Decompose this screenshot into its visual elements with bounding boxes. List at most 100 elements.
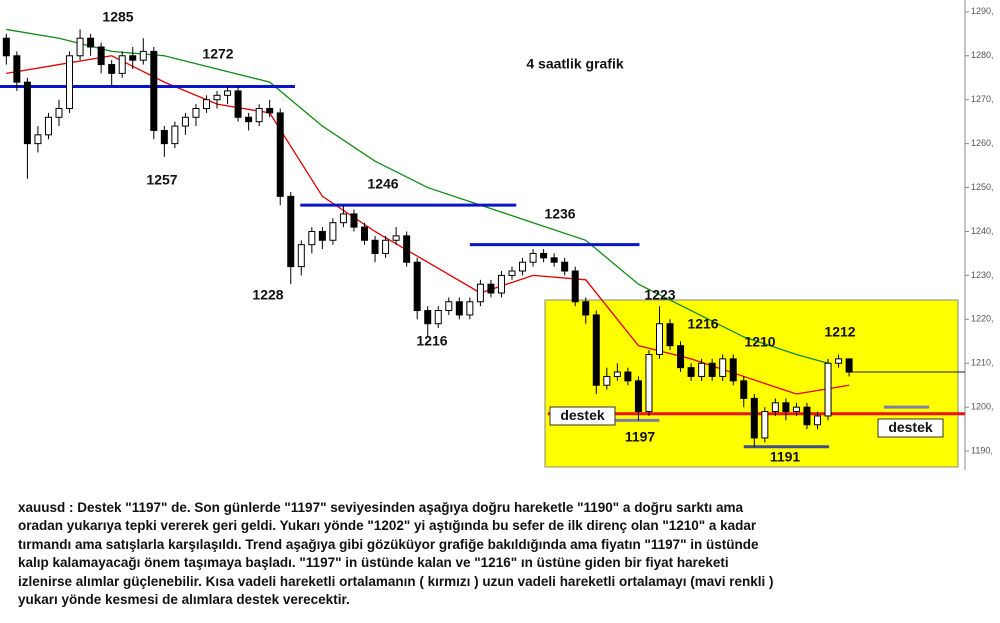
candle-body [529, 252, 537, 263]
paragraph-line: tırmandı ama satışlarla karşılaşıldı. Tr… [18, 536, 759, 552]
moving-average [6, 55, 850, 395]
candle-body [582, 301, 590, 316]
candle-body [361, 226, 369, 241]
candle-body [23, 81, 31, 145]
candle-body [761, 411, 769, 439]
paragraph-line: oradan yukarıya tepki vererek geri geldi… [18, 518, 757, 534]
candle-body [687, 367, 695, 377]
candle-body [276, 112, 284, 197]
annotation: 1285 [102, 9, 133, 25]
annotation: 1197 [625, 429, 656, 445]
candle-body [803, 406, 811, 426]
candle-body [519, 261, 527, 272]
candle-body [266, 107, 274, 114]
candle-body [76, 37, 84, 57]
candle-body [771, 402, 779, 413]
candle-body [2, 37, 10, 57]
candle-body [634, 380, 642, 413]
candle-body [118, 55, 126, 74]
candle-body [729, 358, 737, 382]
candle-body [814, 415, 822, 426]
candle-body [392, 235, 400, 241]
candle-body [371, 239, 379, 254]
candle-body [540, 252, 548, 259]
paragraph: xauusd : Destek "1197" de. Son günlerde … [18, 499, 993, 609]
candle-body [192, 107, 200, 118]
candle-body [55, 107, 63, 118]
candle-body [350, 213, 358, 228]
candle-body [434, 310, 442, 325]
paragraph-line: yukarı yönde kesmesi de alımlara destek … [18, 592, 350, 608]
candle-body [603, 375, 611, 386]
candle-body [624, 371, 632, 382]
candle-body [297, 244, 305, 268]
candle-body [508, 270, 516, 276]
annotation: 1236 [544, 206, 575, 222]
candle-body [87, 37, 95, 48]
moving-average [6, 28, 829, 364]
candle-body [740, 380, 748, 399]
candle-body [677, 345, 685, 369]
annotation: 1246 [367, 176, 398, 192]
candle-body [613, 371, 621, 377]
candle-body [308, 230, 316, 246]
candle-body [245, 116, 253, 123]
y-tick-label: 1270, [971, 94, 994, 104]
candle-body [160, 129, 168, 145]
candle-body [497, 274, 505, 294]
y-tick-label: 1190, [971, 445, 993, 455]
candle-body [455, 301, 463, 316]
candle-body [13, 55, 21, 83]
support-label: destek [888, 419, 933, 435]
candle-body [213, 94, 221, 101]
candle-body [845, 358, 853, 373]
candle-body [108, 64, 116, 74]
annotation: 1216 [416, 333, 447, 349]
highlight-box [544, 299, 959, 468]
candle-body [403, 235, 411, 263]
candle-body [719, 358, 727, 377]
candle-body [413, 261, 421, 312]
candle-body [592, 314, 600, 386]
annotation: 1212 [824, 324, 855, 340]
candle-body [202, 99, 210, 109]
candle-body [339, 213, 347, 224]
label-box [549, 406, 616, 426]
candle-body [97, 46, 105, 66]
candle-body [476, 283, 484, 303]
candle-body [181, 116, 189, 127]
y-tick-label: 1220, [971, 314, 994, 324]
y-tick-label: 1210, [971, 358, 994, 368]
candle-body [329, 222, 337, 241]
y-tick-label: 1280, [971, 50, 994, 60]
candle-body [287, 195, 295, 268]
candle-body [782, 402, 790, 413]
candle-body [550, 257, 558, 263]
annotation: 1210 [744, 334, 775, 350]
candle-body [382, 239, 390, 254]
label-box [877, 418, 944, 438]
candle-body [708, 362, 716, 377]
candle-body [487, 283, 495, 294]
candle-body [255, 107, 263, 123]
annotation: 1223 [644, 287, 675, 303]
candle-body [666, 323, 674, 347]
y-tick-label: 1230, [971, 270, 994, 280]
annotation: 1257 [146, 172, 177, 188]
paragraph-line: kalıp kalamayacağı önem taşımaya başladı… [18, 555, 729, 571]
y-tick-label: 1200, [971, 402, 994, 412]
paragraph-line: xauusd : Destek "1197" de. Son günlerde … [18, 500, 743, 515]
candle-body [139, 50, 147, 61]
candle-body [645, 353, 653, 413]
candle-body [66, 55, 74, 109]
paragraph-line: izlenirse alımlar güçlenebilir. Kısa vad… [18, 573, 774, 589]
candle-body [234, 90, 242, 118]
annotation: 1272 [202, 46, 233, 62]
candle-body [835, 358, 843, 364]
chart: 4 saatlik grafik 1290, 1280, 1270, 1260, 125… [0, 0, 994, 470]
y-tick-label: 1240, [971, 226, 994, 236]
y-tick-label: 1250, [971, 182, 994, 192]
y-tick-label: 1260, [971, 138, 994, 148]
support-label: destek [560, 407, 605, 423]
